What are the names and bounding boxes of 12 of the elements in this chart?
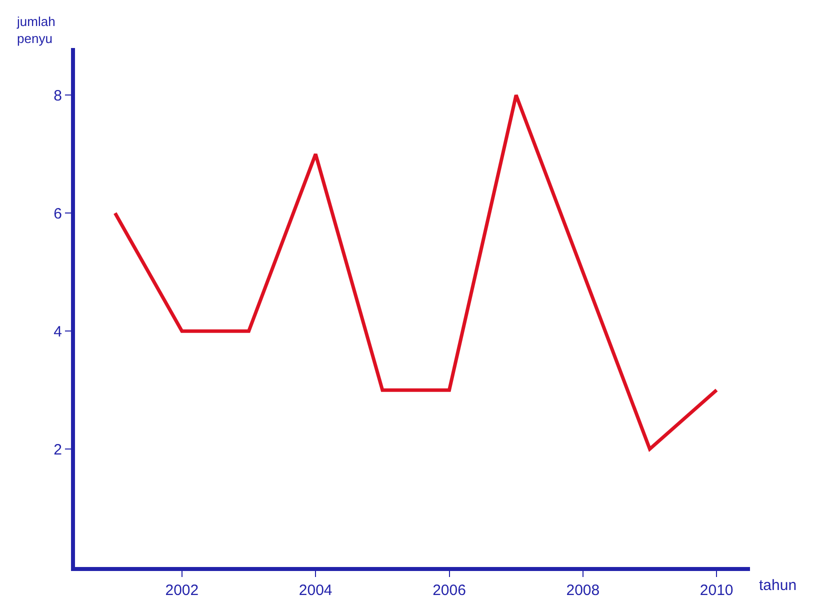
x-tick-label: 2004 — [298, 582, 332, 599]
y-tick-label: 2 — [54, 441, 62, 458]
y-tick-label: 6 — [54, 205, 62, 222]
x-tick-label: 2006 — [432, 582, 466, 599]
line-series — [113, 93, 718, 451]
x-tick-label: 2002 — [165, 582, 199, 599]
y-tick-label: 4 — [54, 323, 62, 340]
x-tick-label: 2008 — [566, 582, 600, 599]
x-tick-label: 2010 — [700, 582, 734, 599]
x-axis-title: tahun — [759, 577, 797, 594]
y-tick-label: 8 — [54, 87, 62, 104]
y-axis-title: jumlah penyu — [16, 14, 56, 46]
